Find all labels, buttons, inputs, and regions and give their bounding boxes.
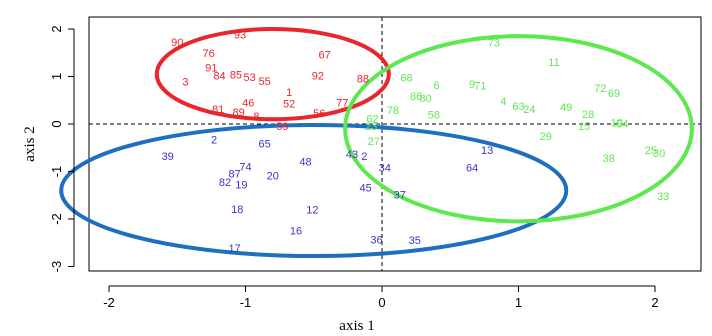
point-label: 53 — [243, 72, 255, 84]
point-label: 28 — [582, 109, 594, 121]
point-label: 56 — [313, 108, 325, 120]
point-label: 29 — [540, 131, 552, 143]
point-label: 1 — [286, 87, 292, 99]
point-label: 93 — [234, 30, 246, 42]
point-label: 3 — [182, 77, 188, 89]
x-tick-label: -2 — [103, 295, 115, 310]
x-tick-label: 2 — [651, 295, 658, 310]
point-label: 35 — [409, 235, 421, 247]
point-label: 34 — [379, 163, 391, 175]
point-label: 30 — [653, 148, 665, 160]
point-label: 43 — [346, 149, 358, 161]
point-label: 88 — [357, 73, 369, 85]
cluster-ellipse-3 — [343, 34, 694, 224]
y-tick-label: -1 — [49, 166, 64, 178]
point-label: 19 — [235, 180, 247, 192]
plot-area-frame — [88, 16, 702, 272]
point-label: 89 — [233, 107, 245, 119]
point-label: 77 — [336, 97, 348, 109]
point-label: 16 — [290, 226, 302, 238]
point-label: 13 — [481, 145, 493, 157]
point-label: 82 — [219, 177, 231, 189]
point-label: 17 — [228, 243, 240, 255]
point-label: 52 — [283, 98, 295, 110]
y-tick-label: 2 — [49, 25, 64, 32]
point-label: 4 — [500, 96, 506, 108]
point-label: 90 — [171, 37, 183, 49]
x-axis-title: axis 1 — [339, 318, 374, 334]
point-label: 36 — [370, 234, 382, 246]
point-label: 54 — [616, 118, 628, 130]
point-label: 33 — [657, 191, 669, 203]
point-label: 9 — [469, 79, 475, 91]
point-label: 72 — [594, 83, 606, 95]
point-label: 59 — [276, 121, 288, 133]
point-label: 84 — [213, 70, 225, 82]
point-label: 68 — [400, 72, 412, 84]
point-label: 81 — [212, 104, 224, 116]
point-label: 71 — [474, 80, 486, 92]
point-label: 27 — [368, 136, 380, 148]
point-label: 58 — [428, 109, 440, 121]
point-label: 91 — [205, 62, 217, 74]
point-label: 85 — [230, 69, 242, 81]
point-label: 67 — [319, 50, 331, 62]
point-label: 92 — [312, 70, 324, 82]
x-tick-label: -1 — [240, 295, 252, 310]
point-label: 87 — [228, 168, 240, 180]
y-tick-label: 1 — [49, 73, 64, 80]
point-label: 80 — [420, 93, 432, 105]
point-label: 11 — [548, 57, 559, 69]
point-label: 37 — [394, 190, 406, 202]
point-label: 10 — [611, 117, 623, 129]
point-label: 49 — [560, 102, 572, 114]
x-tick-label: 0 — [378, 295, 385, 310]
point-label: 6 — [434, 80, 440, 92]
y-tick-label: -3 — [49, 261, 64, 273]
point-label: 48 — [299, 156, 311, 168]
y-axis-title: axis 2 — [22, 126, 38, 161]
y-axis: 2 1 0 -1 -2 -3 — [49, 25, 75, 273]
point-label: 64 — [466, 163, 478, 175]
point-label: 18 — [231, 204, 243, 216]
point-label: 15 — [578, 121, 590, 133]
cluster-ellipses — [59, 27, 694, 259]
cluster-ellipse-1 — [154, 27, 391, 122]
point-label: 74 — [239, 162, 251, 174]
y-tick-label: 0 — [49, 120, 64, 127]
point-label: 2 — [361, 151, 367, 163]
point-label: 20 — [267, 171, 279, 183]
point-label: 8 — [253, 111, 259, 123]
x-tick-label: 1 — [515, 295, 522, 310]
point-label: 24 — [523, 104, 535, 116]
point-label: 69 — [608, 88, 620, 100]
point-label: 2 — [211, 135, 217, 147]
point-label: 76 — [203, 48, 215, 60]
point-label: 62 — [366, 114, 378, 126]
point-label: 55 — [258, 76, 270, 88]
point-label: 78 — [387, 105, 399, 117]
point-label: 46 — [242, 97, 254, 109]
y-tick-label: -2 — [49, 213, 64, 225]
point-label: 39 — [162, 151, 174, 163]
point-label: 12 — [306, 204, 318, 216]
point-label: 73 — [488, 38, 500, 50]
x-axis: -2 -1 0 1 2 — [103, 285, 659, 310]
point-label: 38 — [602, 153, 614, 165]
point-label: 63 — [512, 101, 524, 113]
point-label: 25 — [645, 145, 657, 157]
point-label: 45 — [359, 183, 371, 195]
cluster-ellipse-2 — [59, 122, 569, 259]
point-label: 86 — [410, 91, 422, 103]
point-label: 65 — [258, 138, 270, 150]
point-label: 23 — [365, 121, 377, 133]
